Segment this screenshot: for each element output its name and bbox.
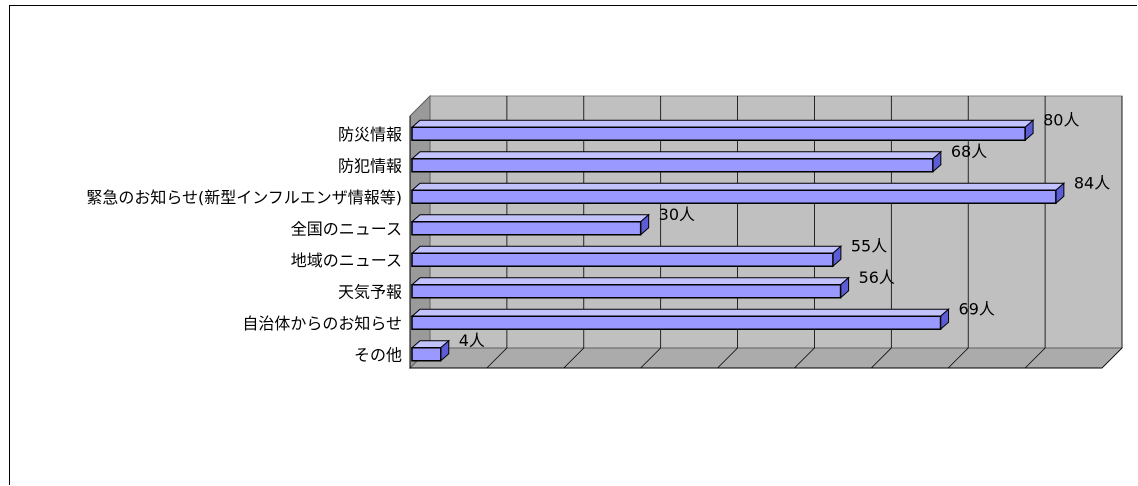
category-label: 防犯情報 — [338, 156, 402, 175]
bar — [410, 213, 650, 236]
value-labels: 80人 68人 84人 30人 55人 56人 69人 4人 — [459, 110, 1110, 350]
floor-gridline — [794, 347, 815, 369]
floor — [408, 347, 1124, 369]
bar-top — [410, 119, 1035, 128]
value-label: 30人 — [659, 205, 695, 224]
chart-frame: 防災情報防犯情報緊急のお知らせ(新型インフルエンザ情報等) 全国のニュース 地域のニ… — [9, 5, 1137, 485]
category-label: 地域のニュース — [291, 251, 402, 270]
bar-front — [411, 252, 834, 267]
value-label: 55人 — [851, 236, 887, 255]
bar-top — [410, 245, 843, 254]
bar — [410, 150, 943, 173]
bar-front — [411, 189, 1057, 204]
value-label: 69人 — [959, 299, 995, 318]
bar-top — [410, 308, 950, 317]
floor-gridline — [1101, 347, 1123, 369]
value-label: 4人 — [459, 331, 485, 350]
bar-front — [411, 284, 842, 299]
floor-gridline — [563, 347, 585, 369]
bar — [410, 339, 451, 362]
bar — [410, 245, 843, 268]
value-label: 56人 — [859, 268, 895, 287]
bar-top — [410, 151, 943, 160]
category-label: 防災情報 — [338, 125, 402, 144]
bar — [410, 182, 1066, 205]
category-label: 天気予報 — [338, 282, 402, 301]
floor-gridline — [871, 347, 892, 369]
floor-gridline — [1024, 347, 1046, 369]
floor-gridline — [486, 347, 508, 369]
category-label: 全国のニュース — [291, 219, 402, 238]
value-label: 80人 — [1043, 110, 1079, 129]
category-label: その他 — [354, 345, 402, 364]
bar — [410, 119, 1035, 142]
floor-gridline — [947, 347, 969, 369]
floor-gridline — [640, 347, 661, 369]
bar-front — [411, 126, 1026, 141]
bar-top — [410, 277, 850, 286]
value-label: 84人 — [1074, 173, 1110, 192]
bar-front — [411, 315, 942, 330]
category-label: 緊急のお知らせ(新型インフルエンザ情報等) — [86, 188, 402, 207]
bar-top — [410, 182, 1066, 191]
bar-front — [411, 158, 934, 173]
bar — [410, 308, 950, 331]
floor-gridline — [717, 347, 738, 369]
bar — [410, 276, 850, 299]
bars — [410, 119, 1066, 362]
bar-top — [410, 214, 650, 223]
category-label: 自治体からのお知らせ — [242, 314, 402, 333]
bar-front — [411, 347, 442, 362]
value-label: 68人 — [951, 142, 987, 161]
bar-front — [411, 221, 642, 236]
